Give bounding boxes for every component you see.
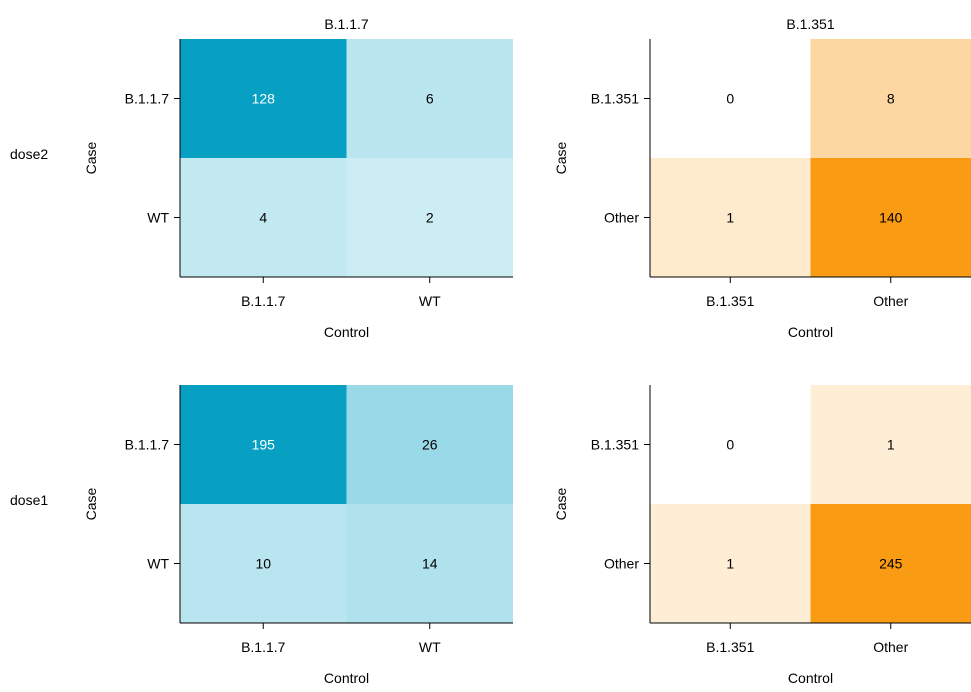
panel-title: B.1.1.7	[324, 16, 369, 32]
y-tick-label: B.1.1.7	[125, 437, 170, 453]
y-axis-title: Case	[553, 487, 569, 520]
x-tick-label: WT	[419, 293, 441, 309]
x-axis-title: Control	[324, 670, 369, 686]
row-label-dose1: dose1	[10, 492, 48, 508]
cell-value-label: 2	[426, 210, 434, 226]
y-tick-label: WT	[147, 210, 169, 226]
row-label-dose2: dose2	[10, 146, 48, 162]
cell-value-label: 1	[726, 556, 734, 572]
x-axis-title: Control	[788, 670, 833, 686]
cell-value-label: 26	[422, 437, 438, 453]
cell-value-label: 14	[422, 556, 438, 572]
x-tick-label: B.1.351	[706, 639, 754, 655]
cell-value-label: 128	[252, 91, 276, 107]
y-tick-label: B.1.1.7	[125, 91, 170, 107]
cell-value-label: 0	[726, 91, 734, 107]
cell-value-label: 10	[255, 556, 271, 572]
y-tick-label: Other	[604, 210, 639, 226]
cell-value-label: 1	[726, 210, 734, 226]
cell-value-label: 0	[726, 437, 734, 453]
y-tick-label: WT	[147, 556, 169, 572]
x-tick-label: Other	[873, 639, 908, 655]
cell-value-label: 8	[887, 91, 895, 107]
x-tick-label: B.1.1.7	[241, 639, 286, 655]
y-tick-label: B.1.351	[591, 437, 639, 453]
cell-value-label: 245	[879, 556, 903, 572]
cell-value-label: 6	[426, 91, 434, 107]
cell-value-label: 140	[879, 210, 903, 226]
x-axis-title: Control	[788, 324, 833, 340]
x-tick-label: B.1.351	[706, 293, 754, 309]
y-axis-title: Case	[83, 141, 99, 174]
panel-title: B.1.351	[786, 16, 834, 32]
x-tick-label: WT	[419, 639, 441, 655]
y-axis-title: Case	[553, 141, 569, 174]
y-tick-label: Other	[604, 556, 639, 572]
x-tick-label: Other	[873, 293, 908, 309]
cell-value-label: 195	[252, 437, 276, 453]
y-tick-label: B.1.351	[591, 91, 639, 107]
cell-value-label: 1	[887, 437, 895, 453]
x-axis-title: Control	[324, 324, 369, 340]
y-axis-title: Case	[83, 487, 99, 520]
x-tick-label: B.1.1.7	[241, 293, 286, 309]
cell-value-label: 4	[259, 210, 267, 226]
